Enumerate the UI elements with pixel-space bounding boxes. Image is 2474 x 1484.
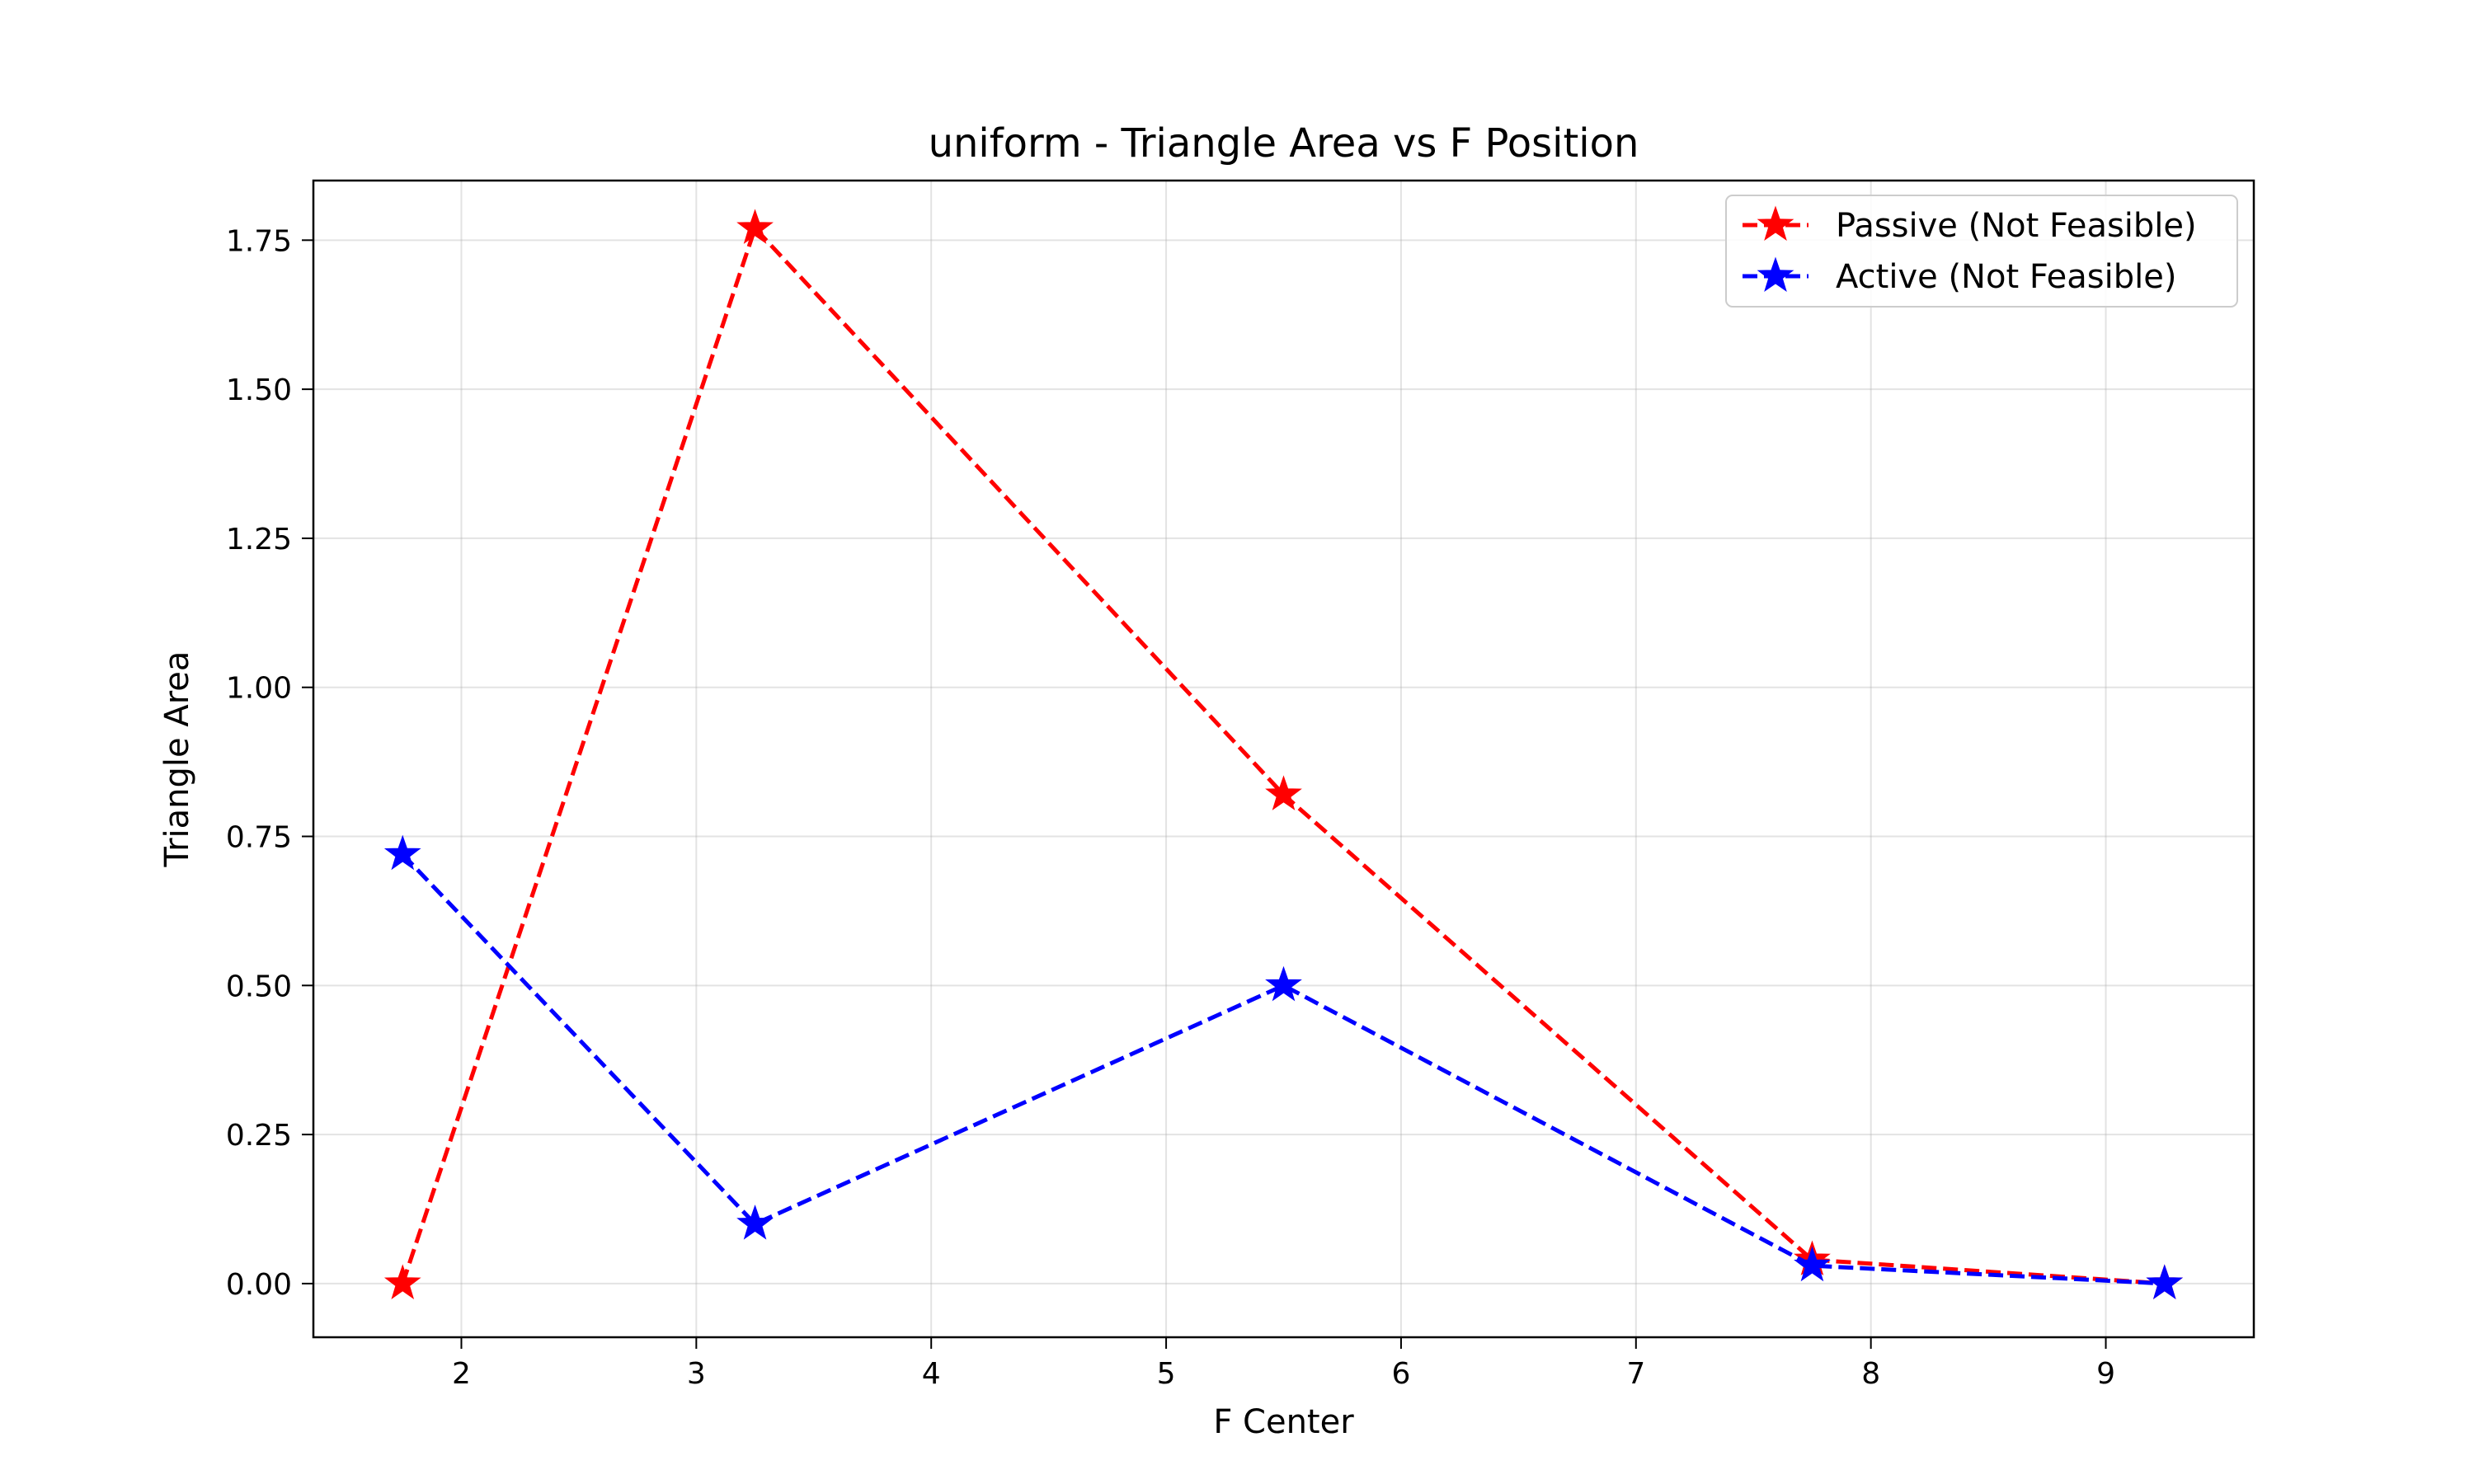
y-tick-label: 1.00 [226, 672, 292, 706]
y-tick-label: 1.75 [226, 224, 292, 258]
data-point [736, 209, 774, 244]
series-layer [383, 209, 2184, 1299]
data-point [383, 1264, 421, 1299]
legend-entry-label: Passive (Not Feasible) [1836, 207, 2197, 245]
y-tick-label: 0.75 [226, 821, 292, 855]
x-tick-label: 2 [452, 1357, 471, 1391]
legend-box [1725, 195, 2238, 308]
series-line [401, 852, 2165, 1286]
data-point [1794, 1246, 1831, 1282]
data-point [1265, 775, 1302, 810]
x-tick-label: 9 [2096, 1357, 2115, 1391]
chart-title: uniform - Triangle Area vs F Position [929, 120, 1639, 167]
x-tick-label: 4 [922, 1357, 941, 1391]
x-tick-label: 6 [1391, 1357, 1410, 1391]
y-tick-label: 0.50 [226, 970, 292, 1003]
data-point [736, 1205, 774, 1240]
x-tick-label: 8 [1861, 1357, 1880, 1391]
y-tick-label: 1.50 [226, 373, 292, 407]
legend-marker [1757, 256, 1794, 293]
series-active [383, 834, 2184, 1299]
y-tick-label: 1.25 [226, 523, 292, 556]
y-tick-label: 0.25 [226, 1119, 292, 1153]
x-tick-label: 7 [1626, 1357, 1645, 1391]
data-point [383, 834, 421, 871]
y-axis-label: Triangle Area [158, 651, 196, 868]
x-axis-label: F Center [1213, 1403, 1354, 1441]
legend-entry-label: Active (Not Feasible) [1836, 258, 2176, 296]
data-point [1265, 965, 1302, 1002]
legend: Passive (Not Feasible) Active (Not Feasib… [1725, 195, 2238, 308]
axis-ticks: 2 3 4 5 6 7 8 9 0.00 0.25 0.50 0.75 1.00 1.25 1.50 1.75 [226, 224, 2115, 1391]
y-tick-label: 0.00 [226, 1268, 292, 1302]
x-tick-label: 5 [1157, 1357, 1176, 1391]
x-tick-label: 3 [687, 1357, 706, 1391]
data-point [2146, 1264, 2184, 1299]
legend-marker [1757, 205, 1794, 242]
plot-frame [312, 179, 2255, 1339]
